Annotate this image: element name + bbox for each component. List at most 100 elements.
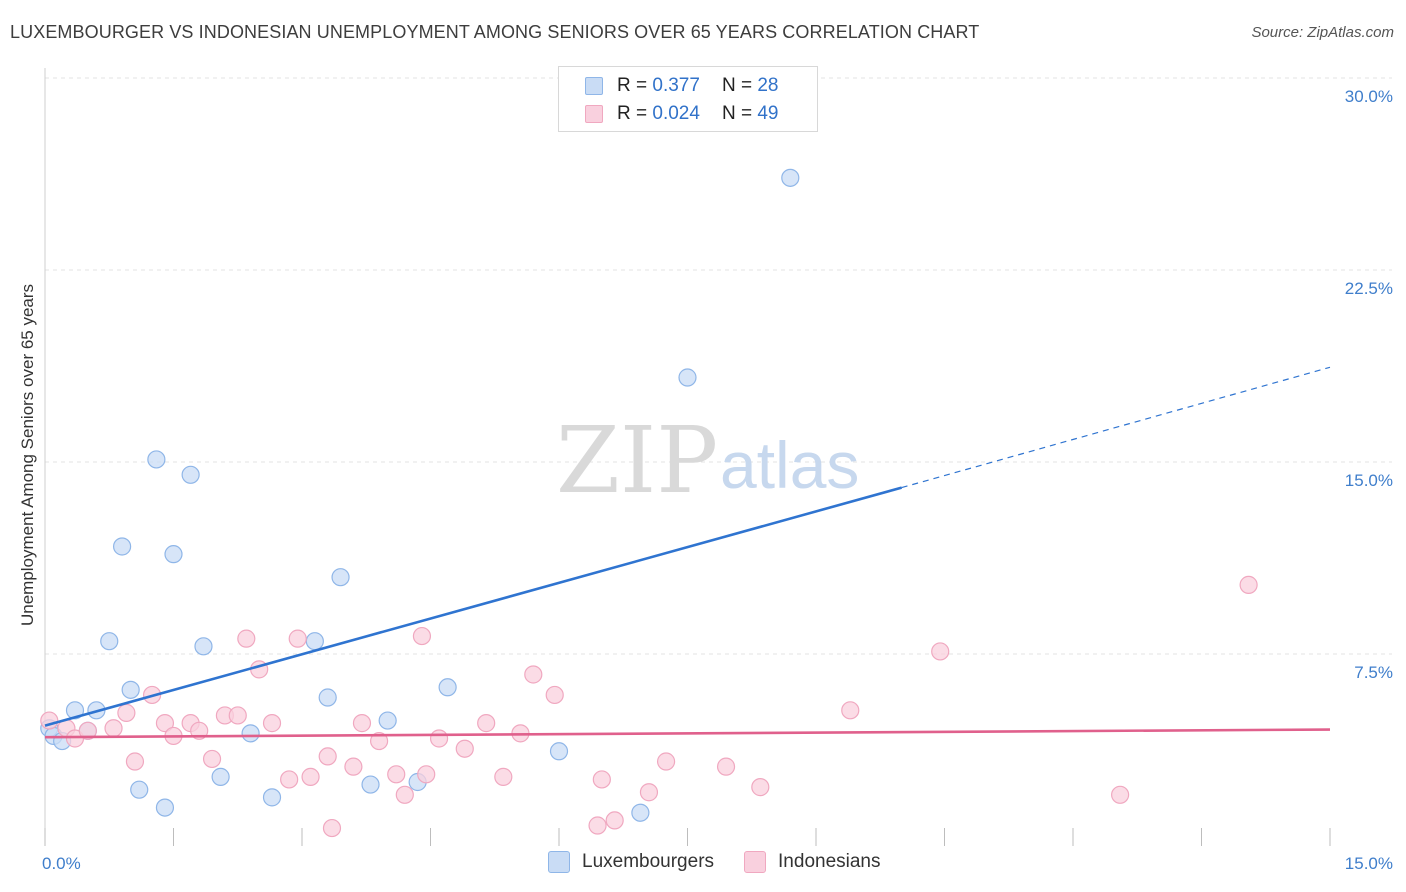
data-point bbox=[494, 767, 513, 786]
y-tick-label: 30.0% bbox=[1345, 87, 1393, 106]
y-tick-label: 7.5% bbox=[1354, 663, 1393, 682]
data-point bbox=[262, 714, 282, 733]
series-legend: Luxembourgers Indonesians bbox=[548, 851, 911, 873]
legend-r-value: 0.024 bbox=[652, 103, 700, 124]
data-point bbox=[130, 780, 149, 799]
chart-title: LUXEMBOURGER VS INDONESIAN UNEMPLOYMENT … bbox=[10, 22, 980, 42]
data-point bbox=[121, 680, 140, 699]
x-tick-label-max: 15.0% bbox=[1345, 854, 1393, 873]
data-point bbox=[301, 767, 320, 786]
data-point bbox=[104, 719, 123, 738]
data-point bbox=[202, 749, 222, 769]
legend-row-luxembourgers: R = 0.377 N = 28 bbox=[585, 72, 778, 100]
legend-n-label: N = bbox=[721, 75, 753, 96]
data-point bbox=[395, 785, 414, 804]
correlation-legend: R = 0.377 N = 28 R = 0.024 N = 49 bbox=[558, 66, 818, 132]
data-point bbox=[78, 721, 97, 740]
data-point bbox=[147, 450, 166, 469]
legend-r-value: 0.377 bbox=[652, 75, 700, 96]
data-point bbox=[237, 629, 256, 648]
legend-n-label: N = bbox=[721, 103, 753, 124]
data-point bbox=[100, 632, 119, 651]
y-tick-label: 22.5% bbox=[1345, 279, 1393, 298]
data-point bbox=[438, 678, 457, 697]
data-point bbox=[40, 711, 59, 730]
series-indonesians bbox=[40, 575, 1258, 838]
data-point bbox=[305, 632, 324, 651]
data-point bbox=[678, 368, 697, 387]
data-point bbox=[322, 818, 342, 838]
data-point bbox=[318, 747, 337, 766]
data-point bbox=[331, 568, 350, 587]
data-point bbox=[387, 765, 406, 784]
data-point bbox=[592, 770, 611, 789]
data-point bbox=[155, 714, 175, 733]
data-point bbox=[125, 752, 145, 771]
data-point bbox=[112, 537, 132, 556]
data-point bbox=[65, 701, 85, 720]
data-point bbox=[280, 770, 299, 789]
legend-swatch-pink bbox=[585, 105, 603, 123]
data-point bbox=[361, 775, 380, 794]
data-point bbox=[370, 731, 389, 751]
legend-swatch-blue bbox=[548, 851, 570, 873]
series-legend-label: Luxembourgers bbox=[582, 851, 715, 872]
data-point bbox=[344, 757, 363, 776]
data-point bbox=[262, 788, 282, 807]
trend-line bbox=[44, 728, 1331, 739]
legend-r-label: R = bbox=[617, 75, 648, 96]
legend-n-value: 49 bbox=[757, 103, 779, 124]
data-point bbox=[931, 642, 950, 661]
legend-r-label: R = bbox=[617, 103, 648, 124]
series-legend-luxembourgers[interactable]: Luxembourgers bbox=[548, 851, 714, 873]
data-point bbox=[605, 811, 624, 830]
x-tick-label-min: 0.0% bbox=[42, 854, 81, 873]
axes: 7.5% 15.0% 22.5% 30.0% 0.0% 15.0% bbox=[42, 68, 1393, 873]
data-point bbox=[1239, 575, 1258, 594]
y-tick-label: 15.0% bbox=[1345, 471, 1393, 490]
data-point bbox=[417, 765, 436, 784]
legend-swatch-pink bbox=[744, 851, 767, 873]
data-point bbox=[318, 688, 337, 707]
data-point bbox=[241, 724, 260, 743]
data-point bbox=[524, 665, 543, 684]
data-point bbox=[549, 742, 569, 761]
legend-row-indonesians: R = 0.024 N = 49 bbox=[585, 100, 778, 128]
data-point bbox=[211, 767, 230, 786]
trend-layer bbox=[44, 366, 1331, 739]
data-point bbox=[631, 803, 650, 822]
data-point bbox=[455, 739, 474, 758]
data-point bbox=[477, 714, 496, 733]
data-point bbox=[751, 778, 770, 797]
data-point bbox=[155, 798, 175, 817]
data-point bbox=[841, 701, 860, 720]
data-point bbox=[639, 783, 659, 802]
trend-line bbox=[44, 486, 903, 727]
series-legend-indonesians[interactable]: Indonesians bbox=[744, 851, 881, 873]
data-point bbox=[716, 757, 736, 776]
data-point bbox=[781, 168, 800, 187]
legend-n-value: 28 bbox=[757, 75, 779, 96]
watermark-atlas: atlas bbox=[720, 428, 859, 502]
data-point bbox=[117, 703, 136, 722]
data-point bbox=[352, 714, 372, 733]
data-point bbox=[545, 685, 564, 705]
series-layer bbox=[40, 168, 1258, 838]
legend-swatch-blue bbox=[585, 77, 603, 95]
data-point bbox=[412, 626, 432, 646]
data-point bbox=[656, 752, 676, 771]
data-point bbox=[228, 706, 247, 725]
data-point bbox=[181, 465, 200, 484]
watermark-zip: ZIP bbox=[556, 407, 718, 514]
data-point bbox=[588, 816, 607, 835]
series-legend-label: Indonesians bbox=[778, 851, 881, 872]
data-point bbox=[194, 637, 213, 656]
data-point bbox=[288, 629, 307, 648]
gridlines bbox=[45, 77, 1392, 655]
data-point bbox=[429, 729, 449, 748]
data-point bbox=[1111, 785, 1130, 804]
data-point bbox=[378, 711, 397, 730]
data-point bbox=[164, 545, 183, 564]
series-luxembourgers bbox=[40, 168, 800, 822]
